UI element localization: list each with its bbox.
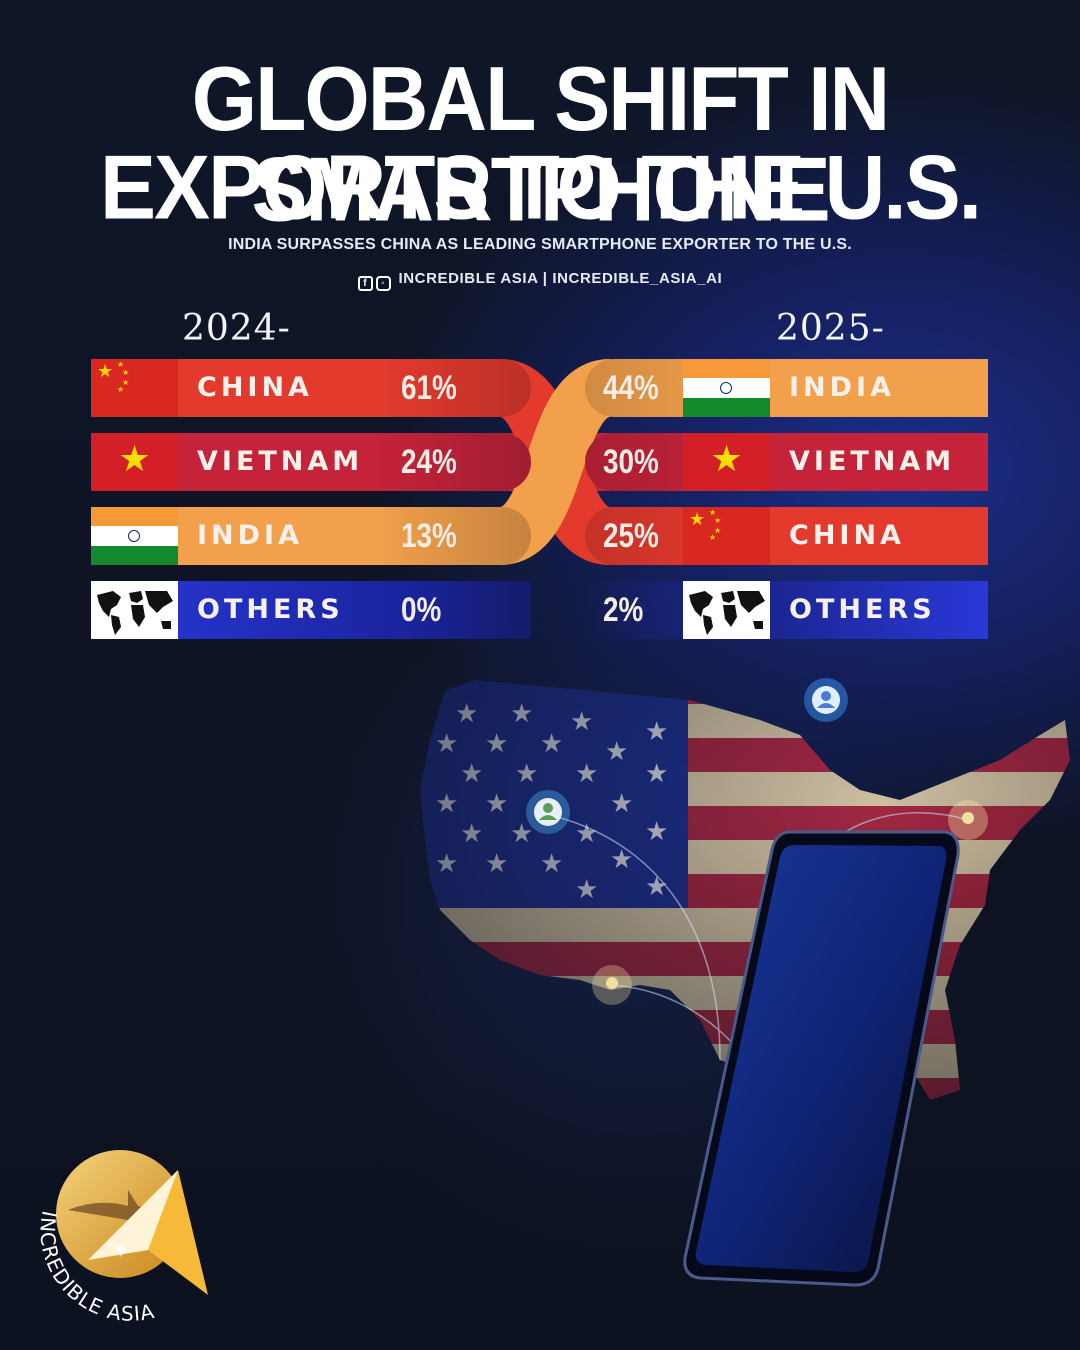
others-flag-icon [683,581,770,639]
instagram-icon: ◦ [375,276,391,291]
row-2025-china: ★ ★ ★ ★ ★ CHINA 25% [585,507,988,565]
share-value: 44% [603,369,659,407]
country-label: CHINA [789,520,905,551]
social-handles: f ◦ INCREDIBLE ASIA | INCREDIBLE_ASIA_AI [0,270,1080,291]
vietnam-flag-icon: ★ [683,433,770,491]
title-line-1: GLOBAL SHIFT IN SMARTPHONE [191,47,890,241]
share-value: 61% [401,369,457,407]
india-flag-icon [683,359,770,417]
country-label: INDIA [789,372,895,403]
svg-text:✦: ✦ [112,1239,130,1264]
others-flag-icon [91,581,178,639]
row-2024-india: INDIA 13% [91,507,531,565]
user-marker-icons [526,678,988,1005]
country-label: INDIA [197,520,303,551]
incredible-asia-logo: ✦ INCREDIBLE ASIA [35,1150,208,1326]
row-2024-china: ★ ★ ★ ★ ★ CHINA 61% [91,359,531,417]
country-label: OTHERS [197,594,344,625]
country-label: OTHERS [789,594,936,625]
india-flag-icon [91,507,178,565]
row-2024-others: OTHERS 0% [91,581,531,639]
china-flag-icon: ★ ★ ★ ★ ★ [683,507,770,565]
share-value: 30% [603,443,659,481]
country-label: VIETNAM [197,446,364,477]
smartphone-icon [683,830,960,1287]
country-label: VIETNAM [789,446,956,477]
facebook-icon: f [357,276,373,291]
china-flag-icon: ★ ★ ★ ★ ★ [91,359,178,417]
vietnam-flag-icon: ★ [91,433,178,491]
row-2025-india: INDIA 44% [585,359,988,417]
row-2025-vietnam: ★ VIETNAM 30% [585,433,988,491]
year-label-2024: 2024- [182,308,291,349]
social-handles-text: INCREDIBLE ASIA | INCREDIBLE_ASIA_AI [398,270,723,287]
share-value: 25% [603,517,659,555]
share-value: 24% [401,443,457,481]
country-label: CHINA [197,372,313,403]
share-value: 13% [401,517,457,555]
share-value: 0% [401,591,442,629]
year-label-2025: 2025- [776,308,885,349]
subtitle: INDIA SURPASSES CHINA AS LEADING SMARTPH… [228,236,852,253]
title-line-2: EXPORTS TO THE U.S. [100,136,982,238]
row-2024-vietnam: ★ VIETNAM 24% [91,433,531,491]
row-2025-others: OTHERS 2% [585,581,988,639]
share-value: 2% [603,591,644,629]
